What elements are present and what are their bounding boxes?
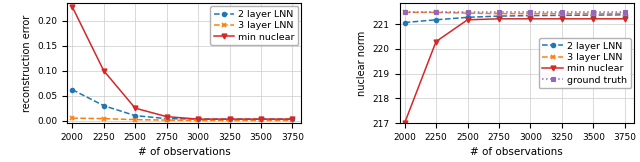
min nuclear bbox=[621, 18, 628, 20]
min nuclear bbox=[289, 118, 296, 120]
min nuclear bbox=[527, 18, 534, 20]
2 layer LNN bbox=[100, 105, 108, 107]
3 layer LNN bbox=[289, 120, 296, 122]
min nuclear bbox=[495, 18, 503, 20]
Line: min nuclear: min nuclear bbox=[70, 4, 295, 121]
3 layer LNN bbox=[68, 117, 76, 119]
min nuclear bbox=[432, 40, 440, 42]
Line: min nuclear: min nuclear bbox=[402, 16, 627, 126]
2 layer LNN bbox=[163, 118, 170, 120]
min nuclear bbox=[194, 118, 202, 120]
ground truth bbox=[589, 11, 597, 13]
2 layer LNN bbox=[621, 14, 628, 16]
Line: 2 layer LNN: 2 layer LNN bbox=[403, 13, 627, 25]
Line: 3 layer LNN: 3 layer LNN bbox=[70, 116, 295, 123]
3 layer LNN bbox=[401, 11, 408, 13]
2 layer LNN bbox=[194, 118, 202, 120]
min nuclear bbox=[68, 6, 76, 8]
2 layer LNN bbox=[558, 14, 566, 16]
2 layer LNN bbox=[68, 89, 76, 91]
X-axis label: # of observations: # of observations bbox=[470, 147, 563, 157]
Y-axis label: reconstruction error: reconstruction error bbox=[22, 15, 32, 112]
2 layer LNN bbox=[589, 14, 597, 16]
min nuclear bbox=[131, 107, 139, 109]
2 layer LNN bbox=[226, 118, 234, 120]
3 layer LNN bbox=[257, 120, 265, 122]
min nuclear bbox=[589, 18, 597, 20]
Line: 3 layer LNN: 3 layer LNN bbox=[402, 10, 627, 16]
Line: ground truth: ground truth bbox=[403, 10, 627, 14]
ground truth bbox=[432, 11, 440, 13]
2 layer LNN bbox=[289, 118, 296, 120]
min nuclear bbox=[100, 70, 108, 72]
min nuclear bbox=[226, 118, 234, 120]
ground truth bbox=[527, 11, 534, 13]
Line: 2 layer LNN: 2 layer LNN bbox=[70, 88, 294, 121]
3 layer LNN bbox=[163, 119, 170, 121]
min nuclear bbox=[163, 116, 170, 118]
2 layer LNN bbox=[401, 22, 408, 23]
2 layer LNN bbox=[527, 15, 534, 17]
2 layer LNN bbox=[463, 16, 471, 18]
ground truth bbox=[401, 11, 408, 13]
3 layer LNN bbox=[226, 119, 234, 121]
3 layer LNN bbox=[589, 13, 597, 15]
min nuclear bbox=[401, 122, 408, 124]
X-axis label: # of observations: # of observations bbox=[138, 147, 230, 157]
2 layer LNN bbox=[495, 15, 503, 17]
ground truth bbox=[463, 11, 471, 13]
3 layer LNN bbox=[558, 13, 566, 15]
3 layer LNN bbox=[621, 13, 628, 15]
3 layer LNN bbox=[131, 119, 139, 121]
3 layer LNN bbox=[495, 13, 503, 15]
2 layer LNN bbox=[131, 115, 139, 117]
3 layer LNN bbox=[100, 118, 108, 120]
ground truth bbox=[558, 11, 566, 13]
Y-axis label: nuclear norm: nuclear norm bbox=[357, 31, 367, 96]
3 layer LNN bbox=[463, 12, 471, 14]
3 layer LNN bbox=[527, 13, 534, 15]
3 layer LNN bbox=[432, 11, 440, 13]
min nuclear bbox=[463, 19, 471, 21]
Legend: 2 layer LNN, 3 layer LNN, min nuclear: 2 layer LNN, 3 layer LNN, min nuclear bbox=[210, 6, 298, 45]
3 layer LNN bbox=[194, 119, 202, 121]
min nuclear bbox=[257, 118, 265, 120]
ground truth bbox=[495, 11, 503, 13]
Legend: 2 layer LNN, 3 layer LNN, min nuclear, ground truth: 2 layer LNN, 3 layer LNN, min nuclear, g… bbox=[539, 38, 631, 88]
2 layer LNN bbox=[257, 118, 265, 120]
2 layer LNN bbox=[432, 19, 440, 21]
ground truth bbox=[621, 11, 628, 13]
min nuclear bbox=[558, 18, 566, 20]
